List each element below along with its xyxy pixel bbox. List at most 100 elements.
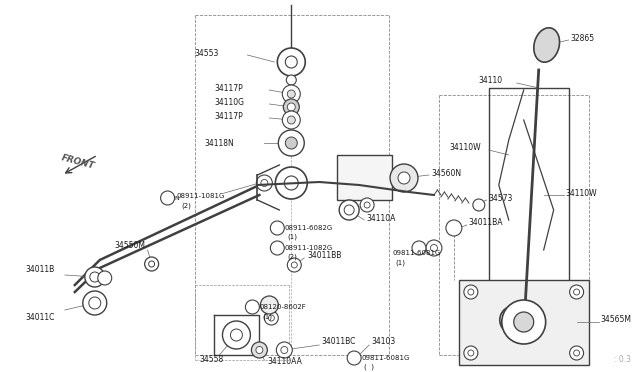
Circle shape — [339, 200, 359, 220]
Text: 34110G: 34110G — [214, 97, 244, 106]
Text: 08911-1081G: 08911-1081G — [177, 193, 225, 199]
Circle shape — [281, 346, 288, 353]
Circle shape — [570, 346, 584, 360]
Circle shape — [282, 85, 300, 103]
Text: : 0.3: : 0.3 — [614, 356, 630, 365]
Circle shape — [252, 342, 268, 358]
Circle shape — [276, 342, 292, 358]
Circle shape — [573, 289, 580, 295]
Circle shape — [426, 240, 442, 256]
Circle shape — [278, 130, 304, 156]
Text: (1): (1) — [287, 234, 298, 240]
Text: 34110W: 34110W — [566, 189, 597, 198]
Circle shape — [275, 167, 307, 199]
Text: N: N — [175, 196, 179, 201]
Circle shape — [287, 258, 301, 272]
Circle shape — [468, 289, 474, 295]
Text: FRONT: FRONT — [60, 153, 95, 171]
Text: (  ): ( ) — [364, 364, 374, 370]
Circle shape — [502, 300, 546, 344]
Text: 34110: 34110 — [479, 76, 503, 84]
Text: 34573: 34573 — [489, 193, 513, 202]
Circle shape — [570, 285, 584, 299]
Circle shape — [573, 350, 580, 356]
Text: 34011C: 34011C — [25, 314, 54, 323]
Text: 34117P: 34117P — [214, 83, 243, 93]
Circle shape — [145, 257, 159, 271]
Circle shape — [286, 75, 296, 85]
Circle shape — [514, 312, 534, 332]
Circle shape — [270, 221, 284, 235]
Circle shape — [500, 306, 528, 334]
Circle shape — [508, 314, 520, 326]
Text: 34118N: 34118N — [205, 138, 234, 148]
Circle shape — [464, 346, 478, 360]
Circle shape — [291, 262, 297, 268]
Circle shape — [464, 285, 478, 299]
Text: 34110A: 34110A — [366, 214, 396, 222]
Circle shape — [257, 175, 273, 191]
Text: 34558: 34558 — [200, 356, 224, 365]
Circle shape — [277, 48, 305, 76]
Text: 34011B: 34011B — [25, 266, 54, 275]
Text: (2): (2) — [182, 203, 191, 209]
Circle shape — [473, 199, 485, 211]
Circle shape — [285, 56, 297, 68]
Circle shape — [347, 351, 361, 365]
Circle shape — [223, 321, 250, 349]
Text: 34110W: 34110W — [449, 142, 481, 151]
Circle shape — [270, 241, 284, 255]
Circle shape — [285, 137, 297, 149]
Circle shape — [284, 176, 298, 190]
Circle shape — [287, 116, 295, 124]
Circle shape — [344, 205, 354, 215]
Circle shape — [89, 297, 100, 309]
Circle shape — [148, 261, 155, 267]
Text: 08911-6082G: 08911-6082G — [284, 225, 333, 231]
Circle shape — [364, 202, 370, 208]
Text: 34550M: 34550M — [115, 241, 146, 250]
Text: 34103: 34103 — [371, 337, 396, 346]
Text: (1): (1) — [262, 314, 273, 320]
Circle shape — [446, 220, 462, 236]
Text: 09811-6081G: 09811-6081G — [392, 250, 440, 256]
Circle shape — [245, 300, 259, 314]
Text: 08120-8602F: 08120-8602F — [259, 304, 306, 310]
Circle shape — [468, 350, 474, 356]
Circle shape — [230, 329, 243, 341]
Text: 34117P: 34117P — [214, 112, 243, 121]
Text: (1): (1) — [395, 260, 405, 266]
Text: (2): (2) — [287, 254, 297, 260]
Circle shape — [98, 271, 112, 285]
Text: 09811-6081G: 09811-6081G — [361, 355, 410, 361]
Circle shape — [431, 244, 437, 251]
Circle shape — [390, 164, 418, 192]
Text: 34560N: 34560N — [431, 169, 461, 177]
Circle shape — [412, 241, 426, 255]
Ellipse shape — [534, 28, 559, 62]
Text: 34553: 34553 — [195, 48, 219, 58]
Circle shape — [360, 198, 374, 212]
Bar — [459, 280, 589, 365]
Text: 34011BA: 34011BA — [469, 218, 504, 227]
Circle shape — [261, 180, 268, 186]
Circle shape — [287, 90, 295, 98]
Circle shape — [287, 103, 295, 111]
Text: 34011BC: 34011BC — [321, 337, 356, 346]
Circle shape — [260, 296, 278, 314]
Circle shape — [83, 291, 107, 315]
Circle shape — [256, 346, 263, 353]
Text: 32865: 32865 — [571, 33, 595, 42]
Circle shape — [282, 111, 300, 129]
Circle shape — [84, 267, 105, 287]
Circle shape — [398, 172, 410, 184]
Circle shape — [264, 311, 278, 325]
Text: 34110AA: 34110AA — [268, 357, 302, 366]
Circle shape — [161, 191, 175, 205]
Text: 34011BB: 34011BB — [307, 250, 342, 260]
Circle shape — [90, 272, 100, 282]
Text: 08911-1082G: 08911-1082G — [284, 245, 333, 251]
Circle shape — [268, 315, 275, 321]
Text: 34565M: 34565M — [600, 315, 632, 324]
Circle shape — [284, 99, 300, 115]
